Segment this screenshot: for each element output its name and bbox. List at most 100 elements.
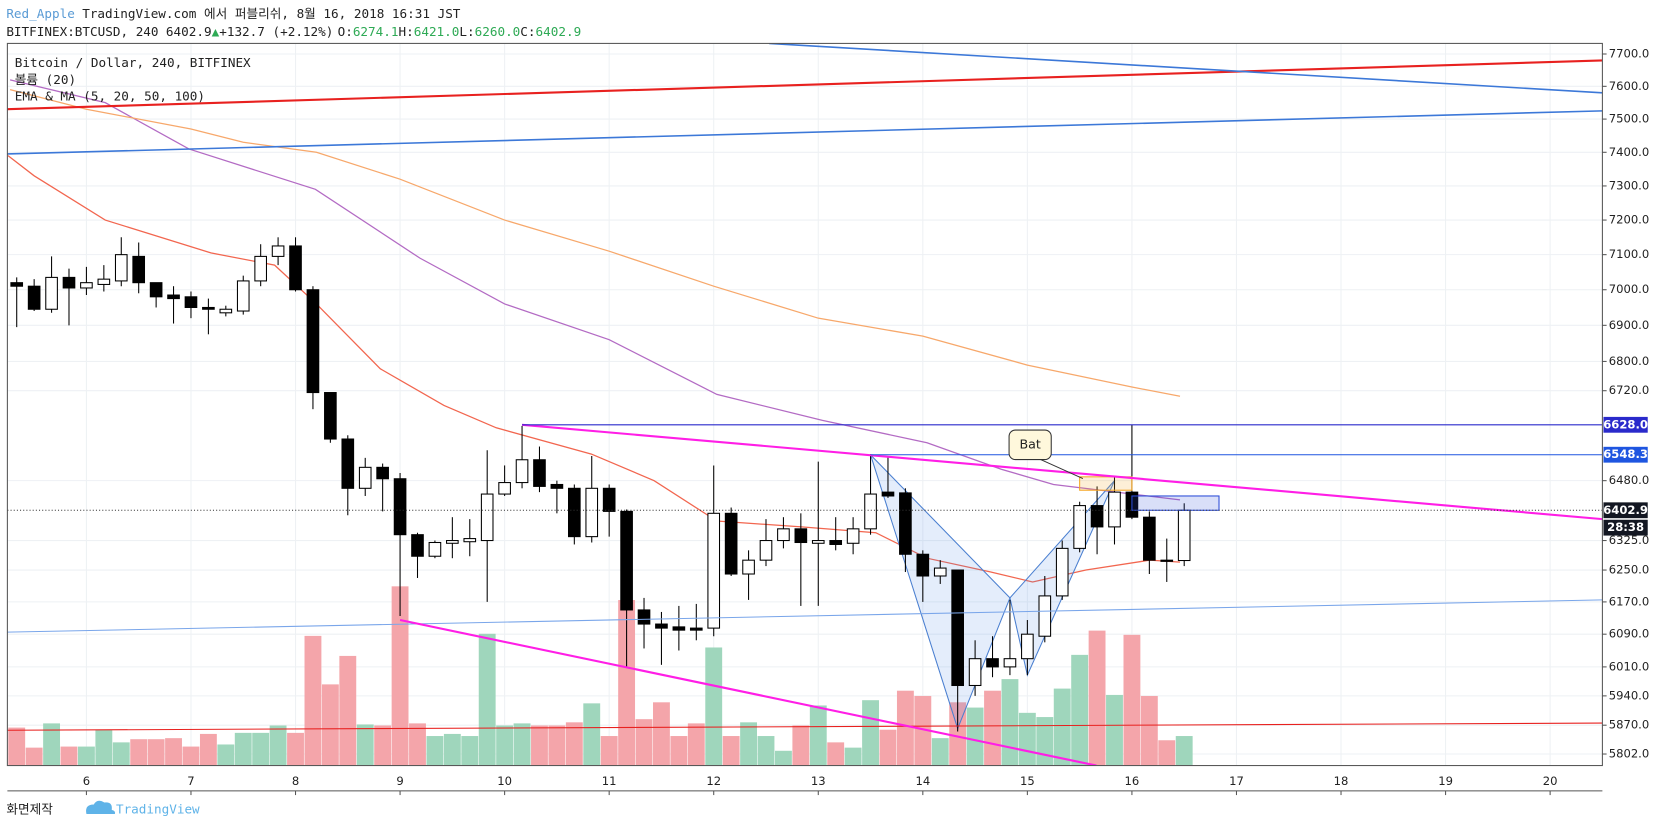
x-tick-label: 15 bbox=[1020, 774, 1035, 788]
published: TradingView.com 에서 퍼블리쉬, 8월 16, 2018 16:… bbox=[82, 5, 461, 20]
change: +132.7 (+2.12%) bbox=[219, 23, 333, 38]
box-drawing bbox=[1079, 476, 1133, 491]
candle-body bbox=[254, 255, 267, 282]
plot-area: Bat bbox=[7, 43, 1603, 766]
box-drawing bbox=[1131, 495, 1220, 511]
volume-bar bbox=[478, 633, 496, 766]
x-tick-label: 12 bbox=[706, 774, 721, 788]
volume-bar bbox=[25, 747, 43, 766]
price-tag-label: 6548.3 bbox=[1603, 447, 1648, 461]
volume-bar bbox=[1158, 740, 1176, 766]
volume-bar bbox=[95, 729, 113, 766]
ohlc-label: C: bbox=[520, 23, 535, 38]
price-tag-label: 6628.0 bbox=[1603, 417, 1648, 431]
volume-bar bbox=[844, 747, 862, 766]
candle-body bbox=[637, 609, 651, 625]
candle-body bbox=[62, 276, 76, 289]
y-tick-label: 6720.0 bbox=[1609, 383, 1650, 397]
candle-body bbox=[829, 540, 843, 545]
x-tick-label: 9 bbox=[396, 774, 403, 788]
volume-bar bbox=[513, 723, 531, 766]
volume-bar bbox=[1071, 654, 1089, 766]
candle-body bbox=[1143, 516, 1156, 561]
candle-body bbox=[1055, 547, 1069, 597]
candle-body bbox=[655, 623, 668, 629]
candle-body bbox=[585, 487, 599, 538]
volume-bar bbox=[548, 725, 566, 766]
volume-bar bbox=[1123, 634, 1141, 766]
volume-bar bbox=[635, 719, 653, 766]
plot: Bat 7700.0 7600.0 7500.0 7400.0 7300.0 7200.0 7… bbox=[7, 43, 1650, 796]
volume-bar bbox=[757, 736, 775, 766]
ohlc-value: 6274.1 bbox=[353, 23, 399, 38]
volume-bar bbox=[269, 725, 287, 766]
pattern-label: Bat bbox=[1019, 436, 1040, 451]
candle-body bbox=[846, 528, 860, 544]
volume-bar bbox=[496, 725, 514, 766]
candle-body bbox=[707, 512, 721, 629]
symbol: BITFINEX:BTCUSD, 240 bbox=[6, 23, 158, 38]
y-tick-label: 7300.0 bbox=[1609, 178, 1650, 192]
y-tick-label: 6250.0 bbox=[1609, 563, 1650, 577]
candle-body bbox=[411, 534, 424, 557]
volume-bar bbox=[600, 736, 618, 766]
x-tick-label: 17 bbox=[1229, 774, 1244, 788]
candle-body bbox=[428, 541, 442, 557]
volume-bar bbox=[879, 729, 897, 766]
volume-bar bbox=[287, 732, 304, 766]
y-tick-label: 6800.0 bbox=[1609, 354, 1650, 368]
x-tick-label: 6 bbox=[83, 774, 90, 788]
y-tick-label: 6325.0 bbox=[1609, 533, 1650, 547]
candle-body bbox=[1160, 559, 1174, 562]
candle-body bbox=[271, 245, 285, 257]
candle-body bbox=[149, 282, 163, 298]
header-line: Red_Apple TradingView.com 에서 퍼블리쉬, 8월 16,… bbox=[6, 5, 460, 20]
volume-bar bbox=[234, 732, 252, 766]
candle-body bbox=[27, 285, 41, 310]
y-tick-label: 5940.0 bbox=[1609, 688, 1650, 702]
volume-bar bbox=[426, 736, 444, 766]
y-tick-label: 7500.0 bbox=[1609, 112, 1650, 126]
legend-entry: Bitcoin / Dollar, 240, BITFINEX bbox=[15, 55, 251, 70]
candle-body bbox=[672, 626, 686, 631]
candle-body bbox=[463, 538, 477, 543]
footer-brand: TradingView bbox=[116, 801, 200, 816]
trend-line bbox=[7, 59, 1603, 111]
candle-body bbox=[184, 296, 198, 308]
volume-bar bbox=[565, 722, 583, 766]
candle-body bbox=[376, 466, 389, 480]
ohlc-label: H: bbox=[398, 23, 413, 38]
x-tick-label: 7 bbox=[187, 774, 194, 788]
volume-bar bbox=[60, 746, 78, 766]
legend-entry: 볼륨 (20) bbox=[15, 72, 76, 87]
volume-bar bbox=[217, 744, 235, 766]
candle-body bbox=[358, 466, 372, 489]
volume-bar bbox=[1018, 712, 1036, 766]
volume-bar bbox=[774, 750, 792, 766]
candle-body bbox=[567, 487, 581, 538]
ohlc-value: 6260.0 bbox=[475, 23, 521, 38]
x-tick-label: 11 bbox=[602, 774, 617, 788]
trend-line bbox=[7, 599, 1603, 633]
volume-bar bbox=[43, 723, 61, 766]
y-tick-label: 6010.0 bbox=[1609, 659, 1650, 673]
volume-bar bbox=[443, 733, 461, 766]
y-tick-label: 6170.0 bbox=[1609, 594, 1650, 608]
ohlc-label: O: bbox=[338, 23, 353, 38]
candle-body bbox=[132, 255, 146, 284]
candle-body bbox=[1177, 509, 1191, 562]
volume-bar bbox=[374, 725, 392, 766]
candle-body bbox=[986, 658, 999, 668]
x-tick-label: 10 bbox=[497, 774, 512, 788]
y-tick-label: 6480.0 bbox=[1609, 473, 1650, 487]
candle-body bbox=[306, 289, 320, 394]
x-tick-label: 8 bbox=[292, 774, 299, 788]
volume-bar bbox=[112, 742, 130, 766]
volume-bar bbox=[722, 736, 740, 766]
volume-bar bbox=[165, 738, 182, 766]
volume-bar bbox=[461, 736, 479, 766]
y-tick-label: 7100.0 bbox=[1609, 247, 1650, 261]
volume-bar bbox=[687, 723, 705, 766]
